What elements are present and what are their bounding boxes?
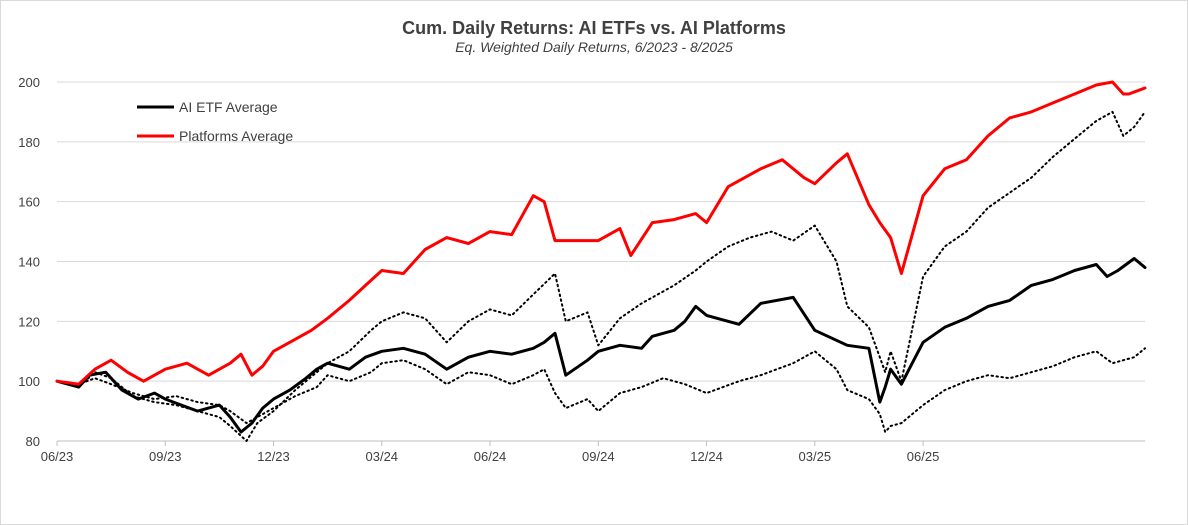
- x-tick-label: 12/23: [257, 449, 290, 464]
- legend-label-ai-etf: AI ETF Average: [179, 99, 278, 115]
- y-tick-label: 180: [18, 135, 40, 150]
- y-tick-label: 200: [18, 75, 40, 90]
- gridlines: [57, 81, 1145, 382]
- x-tick-label: 03/24: [366, 449, 399, 464]
- x-tick-label: 09/24: [582, 449, 615, 464]
- legend: AI ETF Average Platforms Average: [137, 99, 293, 144]
- y-tick-label: 140: [18, 255, 40, 270]
- series-line-0: [55, 257, 1147, 434]
- series-line-dotted-3: [56, 347, 1146, 433]
- x-tick-label: 09/23: [149, 449, 182, 464]
- chart-subtitle: Eq. Weighted Daily Returns, 6/2023 - 8/2…: [455, 39, 733, 55]
- y-tick-label: 120: [18, 314, 40, 329]
- series-line-1: [55, 80, 1147, 386]
- x-tick-label: 12/24: [690, 449, 723, 464]
- chart-title: Cum. Daily Returns: AI ETFs vs. AI Platf…: [402, 18, 786, 38]
- legend-label-platforms: Platforms Average: [179, 128, 293, 144]
- series-line-dotted-2: [56, 110, 1146, 442]
- y-tick-label: 80: [26, 434, 40, 449]
- axes: 80 100 120 140 160 180 200 06/23 09/23 12/23 03/24…: [18, 75, 1145, 464]
- series-lines: [55, 80, 1147, 442]
- x-tick-label: 06/23: [41, 449, 74, 464]
- y-tick-label: 160: [18, 195, 40, 210]
- x-tick-label: 06/24: [474, 449, 507, 464]
- x-tick-label: 03/25: [799, 449, 832, 464]
- x-tick-label: 06/25: [907, 449, 940, 464]
- y-tick-label: 100: [18, 374, 40, 389]
